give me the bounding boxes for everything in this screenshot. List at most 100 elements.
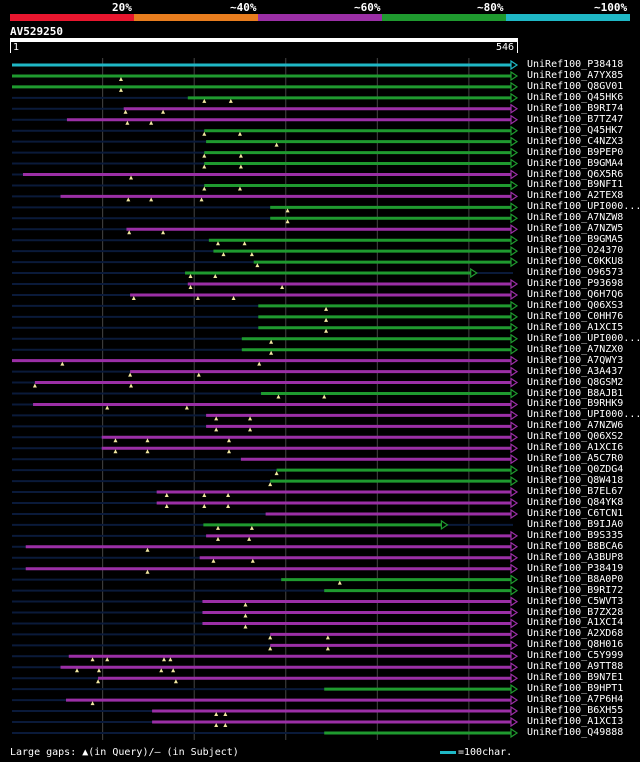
hit-link[interactable]: UniRef100_Q06XS2 (527, 431, 624, 443)
hit-link[interactable]: UniRef100_A5C7R0 (527, 453, 624, 465)
hit-link[interactable]: UniRef100_A7P6H4 (527, 694, 624, 706)
hit-arrow-icon (510, 235, 519, 246)
scale-label-60: ~60% (354, 1, 381, 14)
query-gap-icon (249, 525, 254, 530)
hit-link[interactable]: UniRef100_A2TEX8 (527, 190, 624, 202)
hit-link[interactable]: UniRef100_A7NZW8 (527, 212, 624, 224)
query-gap-icon (202, 186, 207, 191)
hit-link[interactable]: UniRef100_B8BCA6 (527, 540, 624, 552)
query-title[interactable]: AV529250 (10, 25, 63, 38)
hit-link[interactable]: UniRef100_P93698 (527, 278, 624, 289)
hit-link[interactable]: UniRef100_B9RI74 (527, 102, 624, 114)
hit-link[interactable]: UniRef100_A7YX85 (527, 69, 624, 81)
hit-link[interactable]: UniRef100_B9S335 (527, 529, 624, 541)
query-gap-icon (199, 197, 204, 202)
ruler-start-label: 1 (13, 42, 20, 53)
hit-arrow-icon (510, 640, 519, 651)
hit-arrow-icon (510, 410, 519, 421)
hit-link[interactable]: UniRef100_Q6H7Q6 (527, 288, 624, 300)
hit-link[interactable]: UniRef100_Q6X5R6 (527, 168, 624, 180)
query-gap-icon (213, 274, 218, 279)
hit-link[interactable]: UniRef100_B9IJA0 (527, 518, 624, 530)
query-gap-icon (238, 153, 243, 158)
hit-link[interactable]: UniRef100_C0KKU8 (527, 256, 624, 268)
hit-link[interactable]: UniRef100_B7EL67 (527, 486, 624, 498)
hit-link[interactable]: UniRef100_B9PEP0 (527, 146, 624, 158)
ruler-end-tick (517, 42, 518, 53)
hit-link[interactable]: UniRef100_UPI000... (527, 409, 640, 421)
hit-link[interactable]: UniRef100_B9GMA4 (527, 157, 624, 169)
hit-link[interactable]: UniRef100_A3A437 (527, 365, 624, 377)
hit-arrow-icon (510, 311, 519, 322)
hit-link[interactable]: UniRef100_C4NZX3 (527, 135, 624, 147)
hit-link[interactable]: UniRef100_A1XCI5 (527, 321, 624, 333)
hit-link[interactable]: UniRef100_A9TT88 (527, 661, 624, 673)
hit-link[interactable]: UniRef100_Q8H016 (527, 639, 624, 651)
hit-arrow-icon (510, 289, 519, 301)
query-gap-icon (269, 350, 274, 355)
hit-link[interactable]: UniRef100_A3BUP8 (527, 551, 624, 563)
hit-link[interactable]: UniRef100_A1XCI6 (527, 442, 624, 454)
scale-segment-40 (134, 14, 258, 21)
hit-link[interactable]: UniRef100_Q84YK8 (527, 497, 624, 508)
hit-link[interactable]: UniRef100_A1XCI3 (527, 716, 624, 727)
hit-arrow-icon (510, 256, 519, 268)
hit-arrow-icon (510, 158, 519, 169)
query-gap-icon (105, 657, 110, 662)
query-gap-icon (131, 295, 136, 300)
hit-link[interactable]: UniRef100_P38418 (527, 59, 624, 70)
hit-link[interactable]: UniRef100_A7NZW5 (527, 223, 624, 235)
hit-link[interactable]: UniRef100_Q0ZDG4 (527, 464, 624, 476)
hit-link[interactable]: UniRef100_C5WVT3 (527, 595, 624, 607)
hit-link[interactable]: UniRef100_Q45HK6 (527, 91, 624, 103)
query-gap-icon (226, 504, 231, 508)
hit-link[interactable]: UniRef100_B9NFI1 (527, 179, 624, 191)
hit-link[interactable]: UniRef100_B6XH55 (527, 705, 624, 717)
hit-link[interactable]: UniRef100_B9RHK9 (527, 398, 624, 410)
hit-link[interactable]: UniRef100_B8A0P0 (527, 573, 624, 585)
hit-link[interactable]: UniRef100_UPI000... (527, 332, 640, 344)
query-gap-icon (188, 274, 193, 279)
hit-link[interactable]: UniRef100_C0HH76 (527, 310, 624, 322)
hit-arrow-icon (510, 716, 519, 728)
hit-link[interactable]: UniRef100_B9RI72 (527, 584, 624, 596)
scale-label-80: ~80% (477, 1, 504, 14)
hit-link[interactable]: UniRef100_A2XD68 (527, 628, 624, 640)
query-gap-icon (145, 449, 150, 454)
query-gap-icon (129, 175, 134, 180)
scale-label-100: ~100% (594, 1, 628, 14)
hit-link[interactable]: UniRef100_Q49888 (527, 726, 624, 738)
hit-link[interactable]: UniRef100_O24370 (527, 245, 624, 257)
query-gap-icon (195, 295, 200, 300)
hit-link[interactable]: UniRef100_Q8W418 (527, 475, 624, 487)
hit-link[interactable]: UniRef100_B9N7E1 (527, 672, 624, 684)
hit-link[interactable]: UniRef100_UPI000... (527, 201, 640, 213)
query-gap-icon (243, 624, 248, 629)
hit-link[interactable]: UniRef100_Q8GV01 (527, 80, 624, 92)
hit-link[interactable]: UniRef100_A7QWY3 (527, 354, 624, 366)
hit-link[interactable]: UniRef100_C5Y999 (527, 650, 624, 662)
hit-link[interactable]: UniRef100_P38419 (527, 562, 624, 574)
hit-link[interactable]: UniRef100_B7TZ47 (527, 113, 624, 125)
hit-link[interactable]: UniRef100_B9GMA5 (527, 234, 624, 246)
scale-segment-20 (10, 14, 134, 21)
scale-segment-60 (258, 14, 382, 21)
hit-link[interactable]: UniRef100_A7NZW6 (527, 420, 624, 432)
hit-link[interactable]: UniRef100_Q45HK7 (527, 124, 624, 136)
hit-arrow-icon (510, 213, 519, 224)
hit-link[interactable]: UniRef100_A1XCI4 (527, 617, 624, 629)
hit-link[interactable]: UniRef100_A7NZX0 (527, 343, 624, 355)
hit-link[interactable]: UniRef100_B8AJB1 (527, 387, 624, 399)
hit-link[interactable]: UniRef100_Q8GSM2 (527, 376, 624, 388)
hit-link[interactable]: UniRef100_Q06XS3 (527, 299, 624, 311)
hit-link[interactable]: UniRef100_B9HPT1 (527, 683, 624, 695)
hit-link[interactable]: UniRef100_C6TCN1 (527, 507, 624, 519)
hit-link[interactable]: UniRef100_O96573 (527, 267, 624, 279)
hit-arrow-icon (510, 81, 519, 93)
query-gap-icon (128, 372, 133, 377)
query-gap-icon (223, 723, 228, 727)
query-gap-icon (268, 646, 273, 651)
query-gap-icon (171, 668, 176, 673)
query-gap-icon (337, 580, 342, 585)
hit-link[interactable]: UniRef100_B7ZX28 (527, 606, 624, 618)
